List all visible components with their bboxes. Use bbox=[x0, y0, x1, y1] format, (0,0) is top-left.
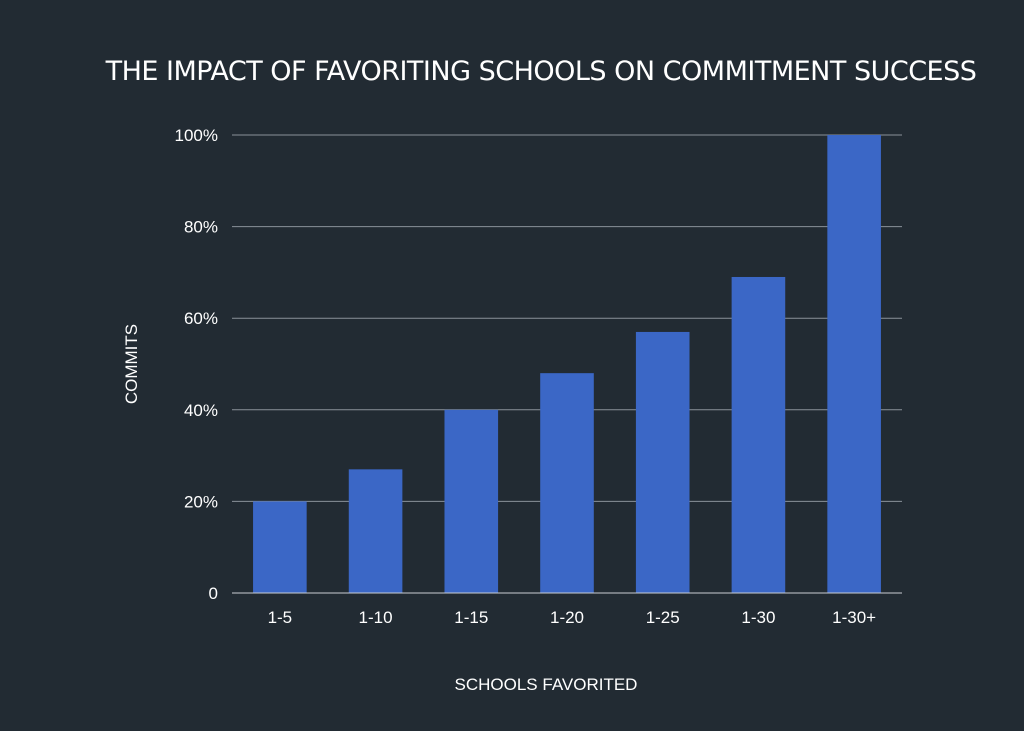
bar bbox=[444, 409, 499, 593]
y-tick-label: 40% bbox=[184, 401, 218, 420]
bar bbox=[540, 373, 594, 593]
gridlines bbox=[232, 134, 902, 502]
x-tick-label: 1-10 bbox=[359, 608, 393, 627]
x-tick-label: 1-25 bbox=[646, 608, 680, 627]
y-tick-label: 100% bbox=[175, 126, 218, 145]
x-tick-label: 1-30+ bbox=[832, 608, 876, 627]
x-axis-label: SCHOOLS FAVORITED bbox=[455, 675, 638, 694]
bar bbox=[635, 331, 690, 593]
x-tick-label: 1-20 bbox=[550, 608, 584, 627]
y-tick-label: 80% bbox=[184, 218, 218, 237]
x-tick-label: 1-30 bbox=[741, 608, 775, 627]
y-axis-ticks: 0 20% 40% 60% 80% 100% bbox=[175, 126, 218, 603]
bar bbox=[827, 135, 881, 593]
bar bbox=[731, 276, 786, 593]
y-tick-label: 0 bbox=[209, 584, 218, 603]
bars bbox=[253, 135, 881, 593]
y-tick-label: 20% bbox=[184, 492, 218, 511]
x-tick-label: 1-5 bbox=[268, 608, 293, 627]
x-axis-ticks: 1-5 1-10 1-15 1-20 1-25 1-30 1-30+ bbox=[268, 608, 877, 627]
chart-title: THE IMPACT OF FAVORITING SCHOOLS ON COMM… bbox=[105, 56, 977, 87]
y-axis-label: COMMITS bbox=[122, 324, 141, 404]
x-tick-label: 1-15 bbox=[454, 608, 488, 627]
bar bbox=[253, 501, 307, 593]
bar bbox=[348, 469, 403, 593]
y-tick-label: 60% bbox=[184, 309, 218, 328]
